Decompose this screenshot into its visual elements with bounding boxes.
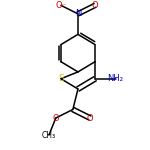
Text: S: S	[58, 74, 64, 83]
Text: NH₂: NH₂	[108, 74, 124, 83]
Text: O: O	[52, 114, 59, 123]
Text: CH₃: CH₃	[42, 131, 56, 140]
Text: N: N	[75, 9, 81, 18]
Text: O⁻: O⁻	[55, 1, 66, 10]
Text: O: O	[92, 1, 98, 10]
Text: O: O	[87, 114, 93, 123]
